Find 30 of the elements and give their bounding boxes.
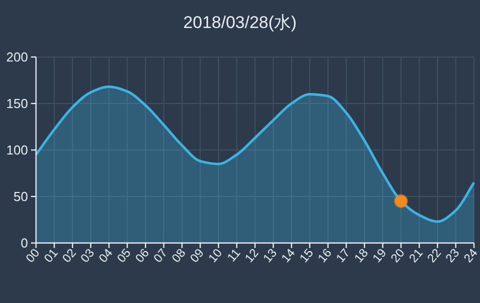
x-tick-label: 14 bbox=[278, 246, 298, 266]
x-tick-label: 03 bbox=[78, 246, 98, 266]
x-tick-label: 10 bbox=[205, 246, 225, 266]
x-tick-label: 16 bbox=[314, 246, 334, 266]
x-tick-label: 21 bbox=[406, 246, 426, 266]
chart-title: 2018/03/28(水) bbox=[183, 13, 297, 32]
x-tick-label: 09 bbox=[187, 246, 207, 266]
x-tick-label: 07 bbox=[150, 246, 170, 266]
y-tick-label: 100 bbox=[6, 142, 28, 158]
x-tick-label: 17 bbox=[333, 246, 353, 266]
x-tick-label: 13 bbox=[260, 246, 280, 266]
x-tick-label: 19 bbox=[370, 246, 390, 266]
x-tick-label: 24 bbox=[460, 246, 480, 266]
x-tick-label: 12 bbox=[242, 246, 262, 266]
x-tick-label: 06 bbox=[132, 246, 152, 266]
x-tick-label: 05 bbox=[114, 246, 134, 266]
x-tick-label: 20 bbox=[388, 246, 408, 266]
x-tick-label: 04 bbox=[96, 246, 116, 266]
y-tick-label: 50 bbox=[14, 189, 28, 204]
y-tick-label: 150 bbox=[6, 96, 28, 111]
x-tick-label: 08 bbox=[168, 246, 188, 266]
y-tick-label: 200 bbox=[6, 50, 28, 64]
y-tick-label: 0 bbox=[20, 236, 28, 250]
x-tick-label: 11 bbox=[224, 246, 244, 264]
x-tick-label: 01 bbox=[41, 246, 61, 266]
x-tick-label: 18 bbox=[351, 246, 371, 266]
x-tick-label: 02 bbox=[59, 246, 79, 266]
x-tick-label: 23 bbox=[442, 246, 462, 266]
x-tick-label: 22 bbox=[424, 246, 444, 266]
x-tick-label: 15 bbox=[296, 246, 316, 266]
